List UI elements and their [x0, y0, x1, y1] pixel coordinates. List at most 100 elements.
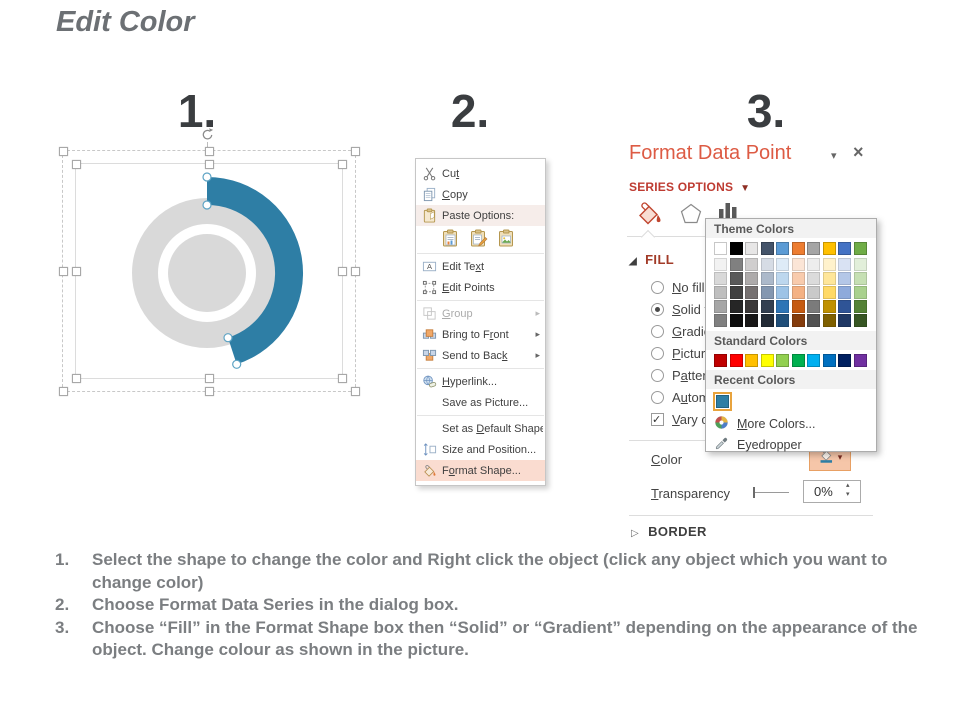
- eyedropper-item[interactable]: Eyedropper: [714, 435, 868, 455]
- transparency-value-input[interactable]: 0%: [803, 480, 861, 503]
- color-swatch[interactable]: [807, 286, 820, 299]
- selection-handle[interactable]: [205, 160, 214, 169]
- color-swatch[interactable]: [745, 242, 758, 255]
- menu-item-hyperlink[interactable]: Hyperlink...: [416, 371, 545, 392]
- menu-item-copy[interactable]: Copy: [416, 184, 545, 205]
- color-swatch[interactable]: [745, 314, 758, 327]
- color-swatch[interactable]: [807, 272, 820, 285]
- color-swatch[interactable]: [776, 354, 789, 367]
- color-swatch[interactable]: [838, 300, 851, 313]
- menu-item-cut[interactable]: Cut: [416, 163, 545, 184]
- color-swatch[interactable]: [776, 286, 789, 299]
- selection-handle[interactable]: [72, 267, 81, 276]
- color-swatch[interactable]: [791, 314, 805, 327]
- color-swatch[interactable]: [760, 242, 774, 255]
- selection-handle[interactable]: [59, 267, 68, 276]
- donut-chart[interactable]: [97, 163, 317, 383]
- checkbox[interactable]: [651, 412, 664, 426]
- color-swatch[interactable]: [729, 286, 743, 299]
- color-swatch[interactable]: [714, 314, 727, 327]
- radio-button[interactable]: [651, 324, 664, 338]
- color-swatch[interactable]: [714, 258, 727, 271]
- color-swatch[interactable]: [853, 286, 867, 299]
- menu-item-edit-points[interactable]: Edit Points: [416, 277, 545, 298]
- selection-handle[interactable]: [72, 160, 81, 169]
- color-swatch[interactable]: [745, 258, 758, 271]
- spinner-arrows[interactable]: ▴ ▾: [846, 482, 850, 498]
- color-swatch[interactable]: [760, 258, 774, 271]
- radio-button[interactable]: [651, 346, 664, 360]
- color-swatch[interactable]: [822, 258, 836, 271]
- selection-handle[interactable]: [205, 147, 214, 156]
- menu-item-bring-to-front[interactable]: Bring to Front ▸: [416, 324, 545, 345]
- color-swatch[interactable]: [714, 242, 727, 255]
- border-section-header[interactable]: ▷ BORDER: [631, 524, 707, 539]
- fill-option-no-fill[interactable]: No fill: [651, 276, 787, 298]
- color-swatch[interactable]: [791, 286, 805, 299]
- selection-handle[interactable]: [59, 147, 68, 156]
- color-swatch[interactable]: [791, 258, 805, 271]
- color-swatch[interactable]: [838, 286, 851, 299]
- fill-line-tab[interactable]: [635, 199, 663, 227]
- color-swatch[interactable]: [853, 272, 867, 285]
- arc-edit-point[interactable]: [223, 333, 233, 343]
- color-swatch[interactable]: [776, 258, 789, 271]
- color-swatch[interactable]: [807, 354, 820, 367]
- menu-item-edit-text[interactable]: A Edit Text: [416, 256, 545, 277]
- menu-item-send-to-back[interactable]: Send to Back ▸: [416, 345, 545, 366]
- paste-as-picture-icon[interactable]: [497, 229, 516, 248]
- color-swatch[interactable]: [776, 272, 789, 285]
- color-swatch[interactable]: [729, 258, 743, 271]
- arc-edit-point[interactable]: [232, 359, 242, 369]
- radio-button[interactable]: [651, 302, 664, 316]
- selection-handle[interactable]: [351, 387, 360, 396]
- color-swatch[interactable]: [838, 258, 851, 271]
- color-swatch[interactable]: [838, 242, 851, 255]
- color-swatch[interactable]: [760, 354, 774, 367]
- radio-button[interactable]: [651, 280, 664, 294]
- color-swatch[interactable]: [745, 354, 758, 367]
- color-swatch[interactable]: [714, 286, 727, 299]
- color-swatch[interactable]: [807, 242, 820, 255]
- color-swatch[interactable]: [853, 242, 867, 255]
- paste-keep-source-formatting-icon[interactable]: [469, 229, 488, 248]
- selection-handle[interactable]: [205, 387, 214, 396]
- selection-handle[interactable]: [351, 267, 360, 276]
- color-swatch[interactable]: [729, 272, 743, 285]
- color-swatch[interactable]: [776, 300, 789, 313]
- color-swatch[interactable]: [822, 314, 836, 327]
- selection-handle[interactable]: [59, 387, 68, 396]
- menu-item-size-and-position[interactable]: Size and Position...: [416, 439, 545, 460]
- color-swatch[interactable]: [729, 314, 743, 327]
- color-swatch[interactable]: [838, 314, 851, 327]
- color-swatch[interactable]: [776, 314, 789, 327]
- donut-blue-arc[interactable]: [207, 177, 304, 365]
- color-swatch[interactable]: [791, 272, 805, 285]
- color-swatch[interactable]: [714, 300, 727, 313]
- color-swatch[interactable]: [822, 272, 836, 285]
- color-swatch[interactable]: [822, 354, 836, 367]
- color-swatch[interactable]: [807, 300, 820, 313]
- donut-gray-ring[interactable]: [132, 198, 282, 348]
- color-swatch[interactable]: [714, 354, 727, 367]
- selection-handle[interactable]: [205, 374, 214, 383]
- color-swatch[interactable]: [807, 258, 820, 271]
- color-swatch[interactable]: [822, 300, 836, 313]
- selection-handle[interactable]: [338, 160, 347, 169]
- color-swatch[interactable]: [729, 354, 743, 367]
- color-swatch[interactable]: [714, 272, 727, 285]
- transparency-slider-track[interactable]: [755, 492, 789, 493]
- color-swatch[interactable]: [729, 242, 743, 255]
- transparency-slider-thumb[interactable]: [753, 487, 755, 498]
- series-options-tab[interactable]: [717, 198, 739, 220]
- color-swatch[interactable]: [853, 314, 867, 327]
- menu-item-paste-options[interactable]: Paste Options:: [416, 205, 545, 226]
- donut-center-circle[interactable]: [168, 234, 246, 312]
- effects-tab[interactable]: [679, 202, 703, 226]
- color-swatch[interactable]: [713, 392, 732, 411]
- arc-edit-point[interactable]: [202, 172, 212, 182]
- color-swatch[interactable]: [760, 314, 774, 327]
- color-swatch[interactable]: [822, 242, 836, 255]
- selection-handle[interactable]: [338, 267, 347, 276]
- menu-item-format-shape[interactable]: Format Shape...: [416, 460, 545, 481]
